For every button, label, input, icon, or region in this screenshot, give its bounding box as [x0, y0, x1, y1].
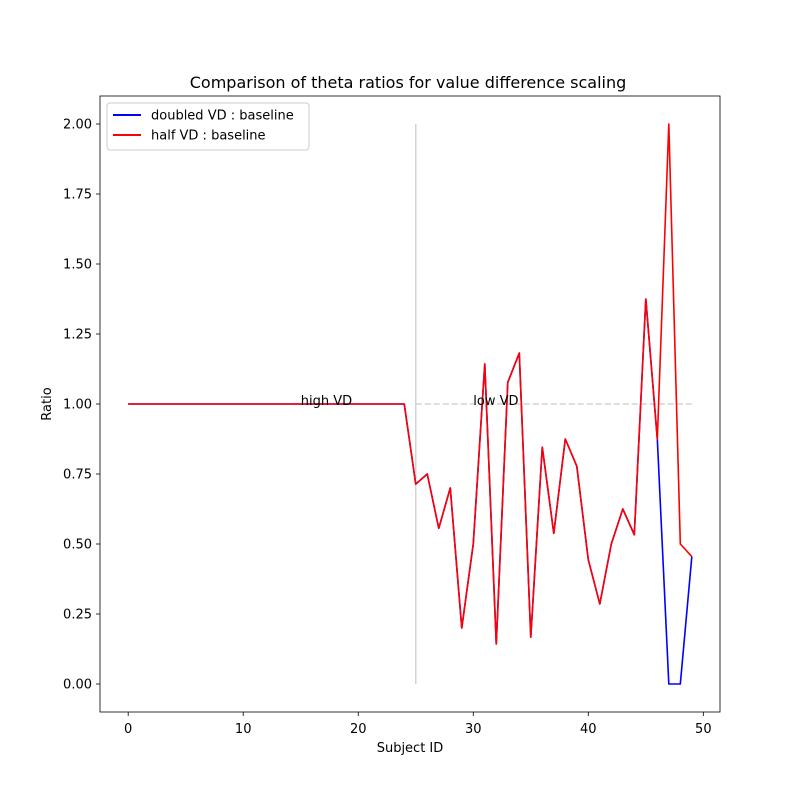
legend-entry-label: half VD : baseline [151, 129, 266, 144]
x-tick-label: 20 [350, 722, 367, 737]
x-axis-label: Subject ID [377, 741, 444, 756]
x-tick-label: 10 [235, 722, 252, 737]
y-tick-label: 0.25 [63, 608, 92, 623]
y-tick-label: 0.75 [63, 468, 92, 483]
legend: doubled VD : baseline half VD : baseline [106, 102, 310, 151]
axes-frame [99, 95, 721, 713]
y-tick-label: 0.50 [63, 538, 92, 553]
y-tick-label: 1.75 [63, 188, 92, 203]
y-tick-label: 1.25 [63, 328, 92, 343]
x-tick-label: 50 [695, 722, 712, 737]
annotation-label: high VD [301, 394, 352, 409]
legend-box [106, 102, 310, 151]
plot-area: 0 10 20 30 40 50 0.00 0.25 0.50 0.75 1.00 1.25 1.50 1… [63, 95, 721, 737]
y-axis-label: Ratio [40, 387, 55, 420]
legend-entry-label: doubled VD : baseline [151, 109, 294, 124]
x-tick-label: 30 [465, 722, 482, 737]
x-tick-label: 40 [580, 722, 597, 737]
annotation-label: low VD [473, 394, 518, 409]
y-tick-label: 0.00 [63, 678, 92, 693]
x-tick-label: 0 [124, 722, 132, 737]
y-tick-label: 2.00 [63, 118, 92, 133]
chart-title: Comparison of theta ratios for value dif… [190, 73, 627, 92]
y-tick-label: 1.50 [63, 258, 92, 273]
y-tick-label: 1.00 [63, 398, 92, 413]
series-line-half-vd [128, 123, 693, 645]
